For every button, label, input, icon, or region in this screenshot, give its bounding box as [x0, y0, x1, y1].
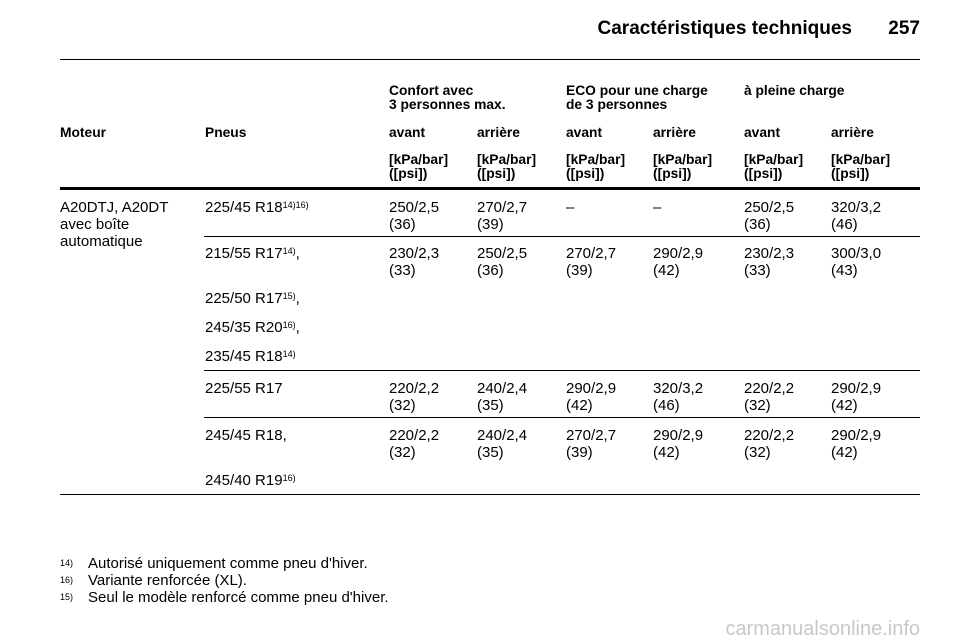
row-divider — [204, 370, 920, 371]
footnote: 16) Variante renforcée (XL). — [60, 572, 247, 589]
pressure-cell: 220/2,2 (32) — [744, 427, 795, 461]
column-header-engine: Moteur — [60, 125, 106, 140]
footnote: 15) Seul le modèle renforcé comme pneu d'… — [60, 589, 389, 606]
unit-header: [kPa/bar] ([psi]) — [744, 152, 804, 181]
row-divider — [204, 236, 920, 237]
pressure-cell: 230/2,3 (33) — [389, 245, 440, 279]
pressure-cell: 320/3,2 (46) — [653, 380, 704, 414]
row-divider — [204, 417, 920, 418]
tyre-size: 245/40 R1916) — [205, 472, 296, 489]
column-header-rear: arrière — [831, 125, 874, 140]
pressure-cell: 320/3,2 (46) — [831, 199, 882, 233]
pressure-cell: 290/2,9 (42) — [566, 380, 617, 414]
pressure-cell: 290/2,9 (42) — [653, 427, 704, 461]
watermark: carmanualsonline.info — [725, 618, 920, 640]
unit-header: [kPa/bar] ([psi]) — [566, 152, 626, 181]
column-header-rear: arrière — [477, 125, 520, 140]
page-number: 257 — [888, 18, 920, 39]
column-header-tyres: Pneus — [205, 125, 247, 140]
column-header-front: avant — [389, 125, 426, 140]
column-header-rear: arrière — [653, 125, 696, 140]
pressure-cell: 290/2,9 (42) — [831, 380, 882, 414]
table-bottom-rule — [60, 494, 920, 495]
column-header-front: avant — [566, 125, 603, 140]
group-header-full-load: à pleine charge — [744, 83, 845, 98]
header-divider — [60, 187, 920, 190]
pressure-cell: 230/2,3 (33) — [744, 245, 795, 279]
group-header-eco: ECO pour une charge de 3 personnes — [566, 83, 708, 112]
footnote: 14) Autorisé uniquement comme pneu d'hive… — [60, 555, 368, 572]
tyre-size: 215/55 R1714), — [205, 245, 300, 262]
pressure-cell: 220/2,2 (32) — [389, 427, 440, 461]
pressure-cell: 220/2,2 (32) — [389, 380, 440, 414]
tyre-size: 225/55 R17 — [205, 380, 283, 397]
pressure-cell: 240/2,4 (35) — [477, 380, 528, 414]
pressure-cell: 250/2,5 (36) — [744, 199, 795, 233]
pressure-cell: 220/2,2 (32) — [744, 380, 795, 414]
tyre-size: 235/45 R1814) — [205, 348, 296, 365]
column-header-front: avant — [744, 125, 781, 140]
group-header-comfort: Confort avec 3 personnes max. — [389, 83, 506, 112]
tyre-size: 225/45 R1814)16) — [205, 199, 309, 216]
unit-header: [kPa/bar] ([psi]) — [477, 152, 537, 181]
tyre-size: 245/35 R2016), — [205, 319, 300, 336]
unit-header: [kPa/bar] ([psi]) — [389, 152, 449, 181]
pressure-cell: 270/2,7 (39) — [566, 427, 617, 461]
pressure-cell: 250/2,5 (36) — [477, 245, 528, 279]
unit-header: [kPa/bar] ([psi]) — [831, 152, 891, 181]
engine-cell: A20DTJ, A20DT avec boîte automatique — [60, 199, 169, 250]
pressure-cell: 250/2,5 (36) — [389, 199, 440, 233]
pressure-cell: 290/2,9 (42) — [653, 245, 704, 279]
page-title: Caractéristiques techniques — [597, 18, 852, 39]
pressure-cell: 240/2,4 (35) — [477, 427, 528, 461]
pressure-cell: 290/2,9 (42) — [831, 427, 882, 461]
pressure-cell: 270/2,7 (39) — [566, 245, 617, 279]
pressure-cell: 270/2,7 (39) — [477, 199, 528, 233]
pressure-cell: – — [653, 199, 662, 216]
pressure-cell: 300/3,0 (43) — [831, 245, 882, 279]
tyre-size: 225/50 R1715), — [205, 290, 300, 307]
header-rule — [60, 59, 920, 60]
pressure-cell: – — [566, 199, 575, 216]
unit-header: [kPa/bar] ([psi]) — [653, 152, 713, 181]
tyre-size: 245/45 R18, — [205, 427, 287, 444]
